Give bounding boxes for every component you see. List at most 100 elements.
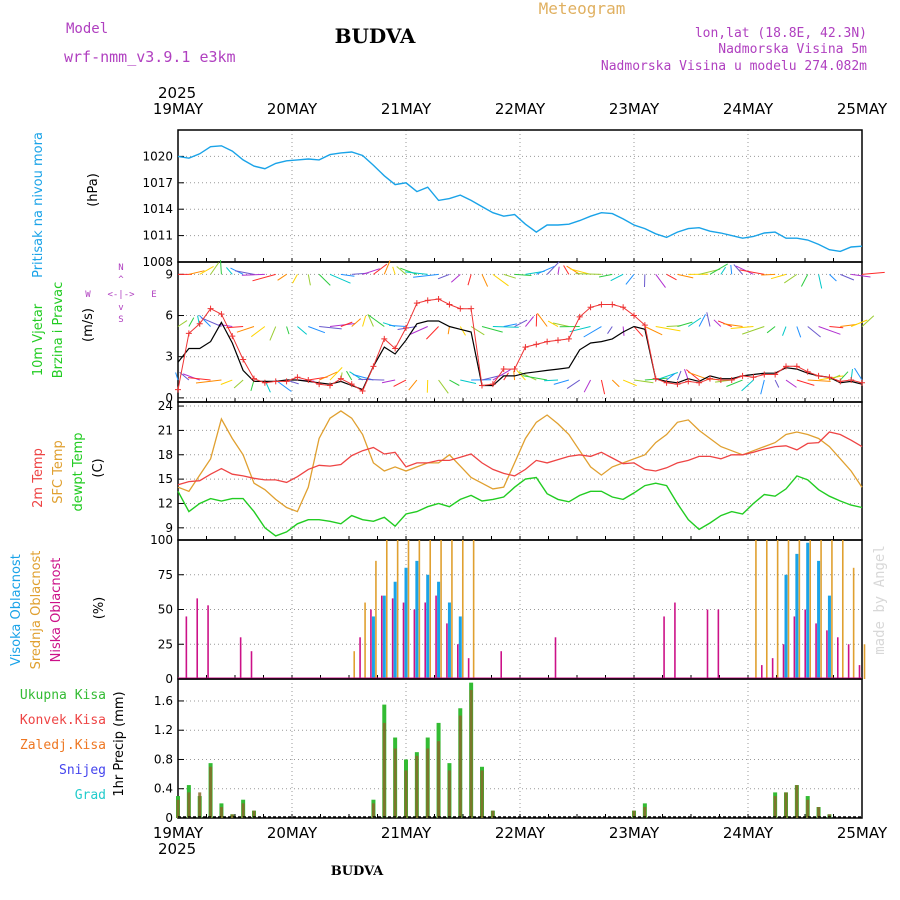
wind-gust-marker xyxy=(696,379,703,386)
wind-vector xyxy=(723,323,743,328)
wind-vector xyxy=(766,326,776,334)
precip-conv-bar xyxy=(176,799,180,818)
date-label-bottom: 25MAY xyxy=(837,824,888,842)
wind-vector xyxy=(340,321,353,327)
wind-vector xyxy=(839,371,849,381)
wind-vector xyxy=(525,316,534,327)
wind-vector xyxy=(726,379,743,387)
wind-vector xyxy=(684,369,689,381)
wind-vector xyxy=(785,379,797,388)
wind-gust-marker xyxy=(348,381,355,388)
precip-conv-bar xyxy=(458,715,462,818)
wind-vector xyxy=(566,379,580,390)
precip-conv-bar xyxy=(187,792,191,818)
wind-vector xyxy=(796,326,802,338)
wind-vector xyxy=(199,265,214,275)
precip-conv-bar xyxy=(806,799,810,818)
wind-gust-marker xyxy=(565,335,572,342)
wind-vector xyxy=(685,369,700,381)
wind-vector xyxy=(829,326,844,329)
wind-vector xyxy=(522,375,548,381)
altitude-label: Nadmorska Visina 5m xyxy=(718,42,867,57)
wind-gust-marker xyxy=(750,374,757,381)
date-label-bottom: 20MAY xyxy=(267,824,318,842)
wind-vector xyxy=(518,371,537,381)
cloud-high-label: Visoka Oblacnost xyxy=(9,554,24,666)
wind-gust-marker xyxy=(826,374,833,381)
date-label-bottom: 22MAY xyxy=(495,824,546,842)
wind-vector xyxy=(566,265,580,275)
wind-vector xyxy=(840,323,857,328)
pressure-line xyxy=(177,145,863,253)
wind-vector xyxy=(850,319,868,327)
wind-gust-marker xyxy=(663,379,670,386)
wind-vector xyxy=(784,273,798,284)
precip-conv-bar xyxy=(241,803,245,818)
pressure-panel: 1008 1011 1014 1017 1020 xyxy=(142,129,863,269)
wind-vector xyxy=(739,269,765,275)
wind-vector xyxy=(307,274,311,286)
y-tick-label: 6 xyxy=(165,309,173,323)
wind-vector xyxy=(633,326,644,337)
wind-gust-marker xyxy=(413,300,420,307)
y-tick-label: 0.8 xyxy=(154,752,173,766)
wind-vector xyxy=(742,326,765,335)
model-name: wrf-nmm_v3.9.1 e3km xyxy=(64,48,236,66)
sfctemp-label: SFC Temp xyxy=(51,440,66,504)
wind-vector xyxy=(450,273,461,283)
wind-gust-marker xyxy=(815,372,822,379)
wind-vector xyxy=(807,379,831,382)
wind-vector xyxy=(782,326,787,336)
wind-vector xyxy=(318,371,338,381)
date-label-top: 21MAY xyxy=(381,100,432,118)
bottom-year: 2025 xyxy=(158,840,196,858)
wind-gust-marker xyxy=(457,305,464,312)
wind-vector xyxy=(514,273,532,276)
wind-vector xyxy=(329,367,343,381)
wind-vector xyxy=(599,273,613,278)
wind-vector xyxy=(264,379,271,393)
y-tick-label: 75 xyxy=(158,568,173,582)
y-tick-label: 3 xyxy=(165,350,173,364)
wind-vector xyxy=(449,379,460,386)
wind-vector xyxy=(188,270,205,275)
wind-vector xyxy=(210,262,220,275)
wind-vector xyxy=(329,323,356,328)
wind-vector xyxy=(329,273,351,284)
date-label-top: 25MAY xyxy=(837,100,888,118)
wind-gust-marker xyxy=(772,371,779,378)
wind-vector xyxy=(392,266,396,275)
wind-vector xyxy=(275,379,292,392)
wind-vector xyxy=(655,326,681,332)
precip-ylabel: 1hr Precip (mm) xyxy=(112,691,127,796)
wind-vector xyxy=(467,274,472,286)
wind-vector xyxy=(553,379,569,385)
wind-gust-marker xyxy=(424,297,431,304)
wind-vector xyxy=(840,273,855,281)
wind-vector xyxy=(277,273,287,281)
wind-gust-line xyxy=(177,298,863,392)
wind-gust-marker xyxy=(283,378,290,385)
precip-conv-bar xyxy=(219,807,223,818)
precip-conv-bar xyxy=(252,810,256,818)
wind-gust-marker xyxy=(598,301,605,308)
wind-vector xyxy=(583,326,602,338)
date-label-bottom: 21MAY xyxy=(381,824,432,842)
y-tick-label: 1.6 xyxy=(154,694,173,708)
wind-vector xyxy=(481,274,489,287)
wind-gust-marker xyxy=(294,374,301,381)
wind-vector xyxy=(546,261,560,275)
compass-w: W xyxy=(85,290,91,300)
wind-gust-marker xyxy=(522,344,529,351)
wind-vector xyxy=(514,319,528,327)
wind-gust-marker xyxy=(728,377,735,384)
wind-gust-marker xyxy=(489,381,496,388)
wind-vector xyxy=(351,318,362,327)
wind-vector xyxy=(735,265,754,275)
wind-gust-marker xyxy=(848,377,855,384)
temp-unit: (C) xyxy=(91,458,106,477)
wind-gust-marker xyxy=(305,377,312,384)
y-tick-label: 0 xyxy=(165,672,173,686)
dewpt-line xyxy=(177,475,863,537)
wind-vector xyxy=(358,378,385,381)
